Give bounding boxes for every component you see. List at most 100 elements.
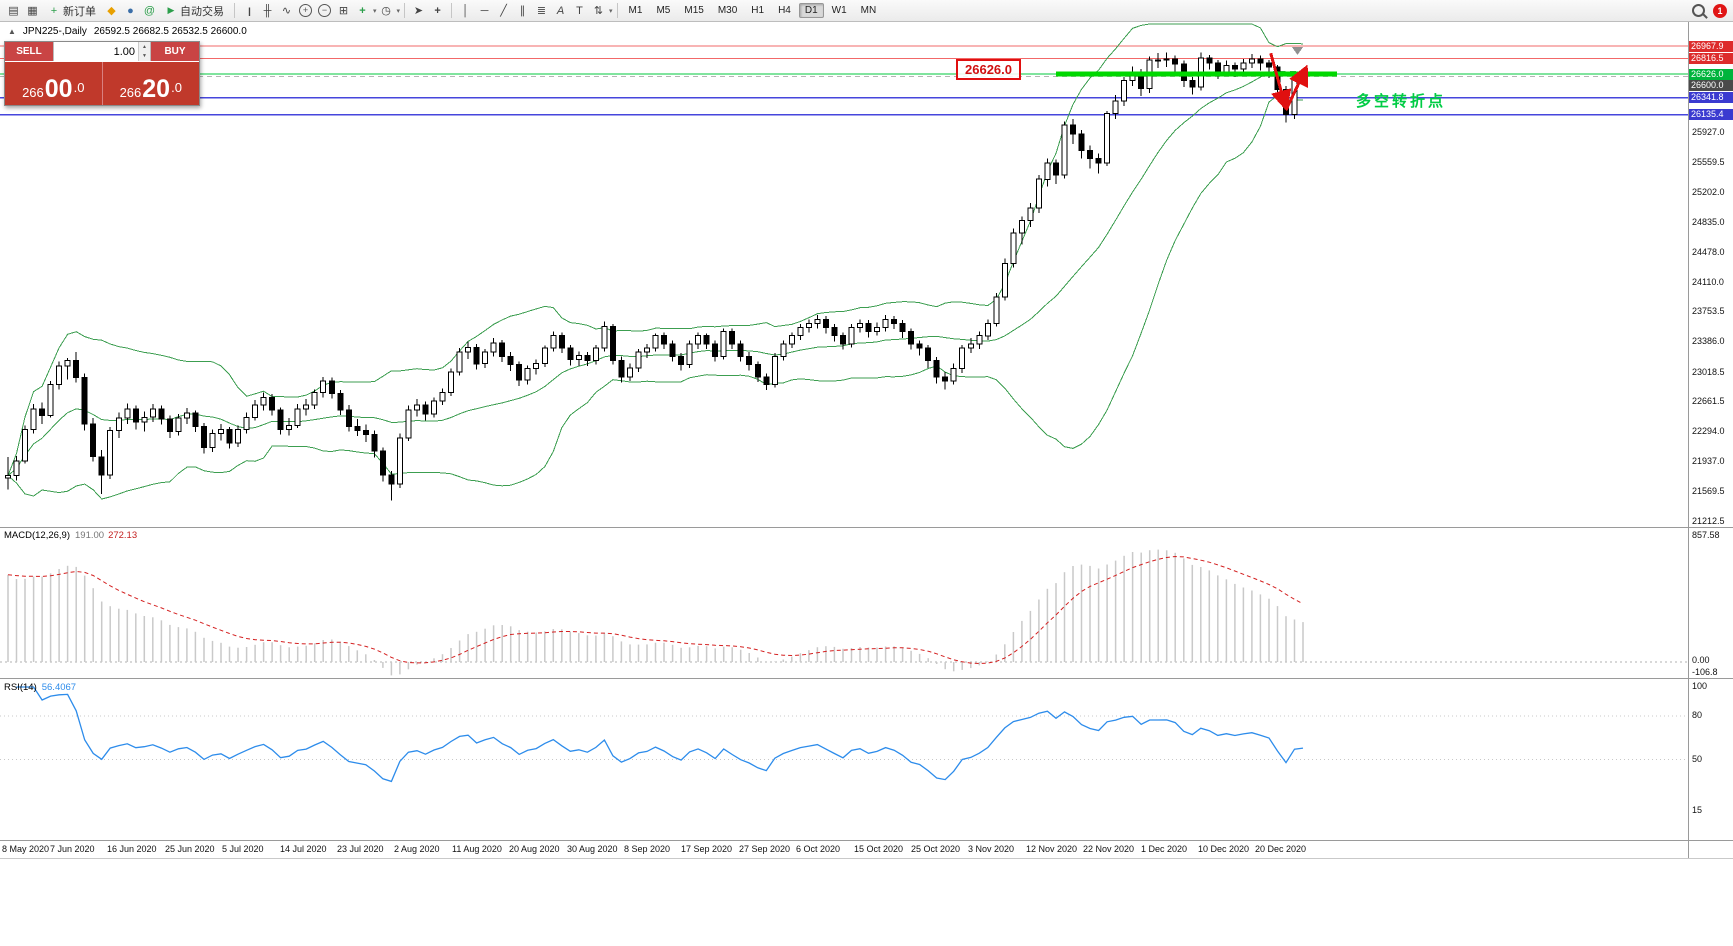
toolbar-separator — [616, 3, 618, 18]
new-order-icon: + — [50, 4, 58, 17]
bar-chart-icon[interactable]: ||| — [247, 5, 251, 16]
text-tool-icon[interactable]: A — [556, 4, 565, 17]
toolbar-separator — [234, 3, 235, 18]
zoom-in-icon[interactable]: + — [299, 4, 312, 17]
channel-tool-icon[interactable]: ∥ — [519, 5, 526, 17]
arrows-tool-icon[interactable]: ⇅ — [593, 5, 604, 17]
date-tick: 6 Oct 2020 — [796, 844, 841, 854]
price-badge: 26600.0 — [1689, 80, 1733, 91]
one-click-panel-toggle[interactable]: ▲ — [8, 27, 16, 36]
rsi-line — [16, 686, 1304, 783]
buy-price-suffix: .0 — [171, 80, 182, 95]
macd-axis-tick: -106.8 — [1692, 667, 1718, 677]
level-price-label[interactable]: 26626.0 — [956, 59, 1021, 80]
notification-badge[interactable]: 1 — [1713, 3, 1727, 18]
sell-price-big: 00 — [44, 74, 73, 103]
sell-price-suffix: .0 — [73, 80, 85, 95]
timeframe-m5[interactable]: M5 — [656, 5, 671, 16]
market-icon[interactable]: ◆ — [107, 5, 116, 17]
volume-input[interactable]: 1.00 ▲ ▼ — [53, 42, 151, 61]
drawn-arrow — [1269, 52, 1292, 112]
mql5-icon[interactable]: @ — [143, 4, 156, 17]
trendline-tool-icon[interactable]: ╱ — [500, 5, 507, 17]
label-tool-icon[interactable]: T — [576, 4, 583, 17]
volume-up-icon[interactable]: ▲ — [139, 42, 150, 52]
sell-button[interactable]: SELL — [5, 42, 53, 61]
date-tick: 16 Jun 2020 — [107, 844, 157, 854]
volume-value[interactable]: 1.00 — [113, 45, 135, 58]
buy-price-button[interactable]: 266 20.0 — [102, 62, 199, 105]
timeframe-m1[interactable]: M1 — [628, 5, 643, 16]
timeframe-h1[interactable]: H1 — [751, 5, 765, 16]
crosshair-icon[interactable]: + — [434, 4, 441, 17]
price-chart-canvas[interactable] — [0, 22, 1688, 527]
chart-shift-marker — [1292, 47, 1303, 55]
new-order-button[interactable]: + 新订单 — [43, 2, 101, 20]
panel-separator — [0, 840, 1733, 841]
timeframe-m30[interactable]: M30 — [717, 5, 738, 16]
sell-price-button[interactable]: 266 00.0 — [5, 62, 103, 105]
time-axis[interactable]: 8 May 2020 7 Jun 2020 16 Jun 2020 25 Jun 20… — [0, 841, 1688, 858]
horizontal-line-tool-icon[interactable]: ─ — [480, 4, 489, 17]
date-tick: 23 Jul 2020 — [337, 844, 384, 854]
profiles-icon[interactable]: ▦ — [27, 5, 38, 17]
price-tick: 23753.5 — [1692, 306, 1725, 316]
line-chart-icon[interactable]: ∿ — [281, 5, 292, 17]
macd-main-value: 191.00 — [75, 530, 105, 541]
date-tick: 7 Jun 2020 — [50, 844, 95, 854]
rsi-axis-tick: 15 — [1692, 805, 1703, 815]
axis-separator — [1688, 22, 1689, 858]
macd-panel-canvas[interactable] — [0, 527, 1688, 678]
cursor-icon[interactable]: ➤ — [413, 5, 424, 17]
arrows-dropdown-icon[interactable]: ▾ — [609, 7, 613, 15]
price-badge: 26816.5 — [1689, 53, 1733, 64]
buy-price-big: 20 — [142, 74, 171, 103]
date-tick: 11 Aug 2020 — [452, 844, 502, 854]
macd-histogram — [7, 549, 1304, 676]
rsi-label: RSI(14) 56.4067 — [4, 682, 76, 693]
price-axis[interactable]: 25927.0 25559.5 25202.0 24835.0 24478.0 24110… — [1689, 22, 1733, 858]
timeframe-m15[interactable]: M15 — [684, 5, 704, 16]
panel-separator[interactable] — [0, 527, 1733, 528]
timeframe-w1[interactable]: W1 — [831, 5, 847, 16]
price-tick: 21212.5 — [1692, 516, 1725, 526]
auto-trading-label: 自动交易 — [180, 5, 224, 18]
buy-price-prefix: 266 — [119, 84, 142, 100]
date-tick: 27 Sep 2020 — [739, 844, 791, 854]
rsi-panel-canvas[interactable] — [0, 678, 1688, 840]
price-tick: 23018.5 — [1692, 367, 1725, 377]
timeframe-d1[interactable]: D1 — [798, 3, 824, 18]
date-tick: 25 Oct 2020 — [911, 844, 961, 854]
timeframe-bar: M1 M5 M15 M30 H1 H4 D1 W1 MN — [622, 3, 884, 18]
panel-separator[interactable] — [0, 678, 1733, 679]
turning-point-annotation[interactable]: 多空转折点 — [1356, 93, 1447, 110]
zoom-out-icon[interactable]: − — [318, 4, 331, 17]
indicators-icon[interactable]: + — [359, 4, 366, 17]
period-dropdown-icon[interactable]: ▾ — [396, 7, 401, 15]
timeframe-mn[interactable]: MN — [860, 5, 877, 16]
search-icon[interactable] — [1692, 4, 1705, 17]
main-toolbar: ▤ ▦ + 新订单 ◆ ● @ ▶ 自动交易 ||| ╫ ∿ + − ⊞ + ▾ … — [0, 0, 1733, 22]
vertical-line-tool-icon[interactable]: │ — [462, 4, 469, 17]
indicators-dropdown-icon[interactable]: ▾ — [373, 7, 377, 15]
play-icon: ▶ — [167, 5, 175, 15]
rsi-name: RSI(14) — [4, 682, 37, 693]
candlestick-chart-icon[interactable]: ╫ — [263, 4, 272, 17]
window-bottom-border — [0, 858, 1733, 859]
date-tick: 20 Dec 2020 — [1255, 844, 1307, 854]
price-tick: 21937.0 — [1692, 456, 1725, 466]
macd-signal-value: 272.13 — [108, 530, 138, 541]
timeframe-h4[interactable]: H4 — [778, 5, 791, 16]
price-tick: 22661.5 — [1692, 396, 1725, 406]
volume-down-icon[interactable]: ▼ — [139, 51, 150, 61]
fibonacci-tool-icon[interactable]: ≣ — [536, 5, 547, 17]
macd-axis-tick: 0.00 — [1692, 655, 1710, 665]
community-icon[interactable]: ● — [127, 4, 134, 17]
tile-windows-icon[interactable]: ⊞ — [338, 5, 349, 17]
new-chart-icon[interactable]: ▤ — [8, 5, 19, 17]
period-clock-icon[interactable]: ◷ — [381, 5, 391, 17]
buy-button[interactable]: BUY — [151, 42, 199, 61]
macd-name: MACD(12,26,9) — [4, 530, 70, 541]
auto-trading-button[interactable]: ▶ 自动交易 — [160, 2, 229, 20]
chart-ohlc-header: ▲ JPN225-,Daily 26592.5 26682.5 26532.5 … — [8, 26, 247, 37]
